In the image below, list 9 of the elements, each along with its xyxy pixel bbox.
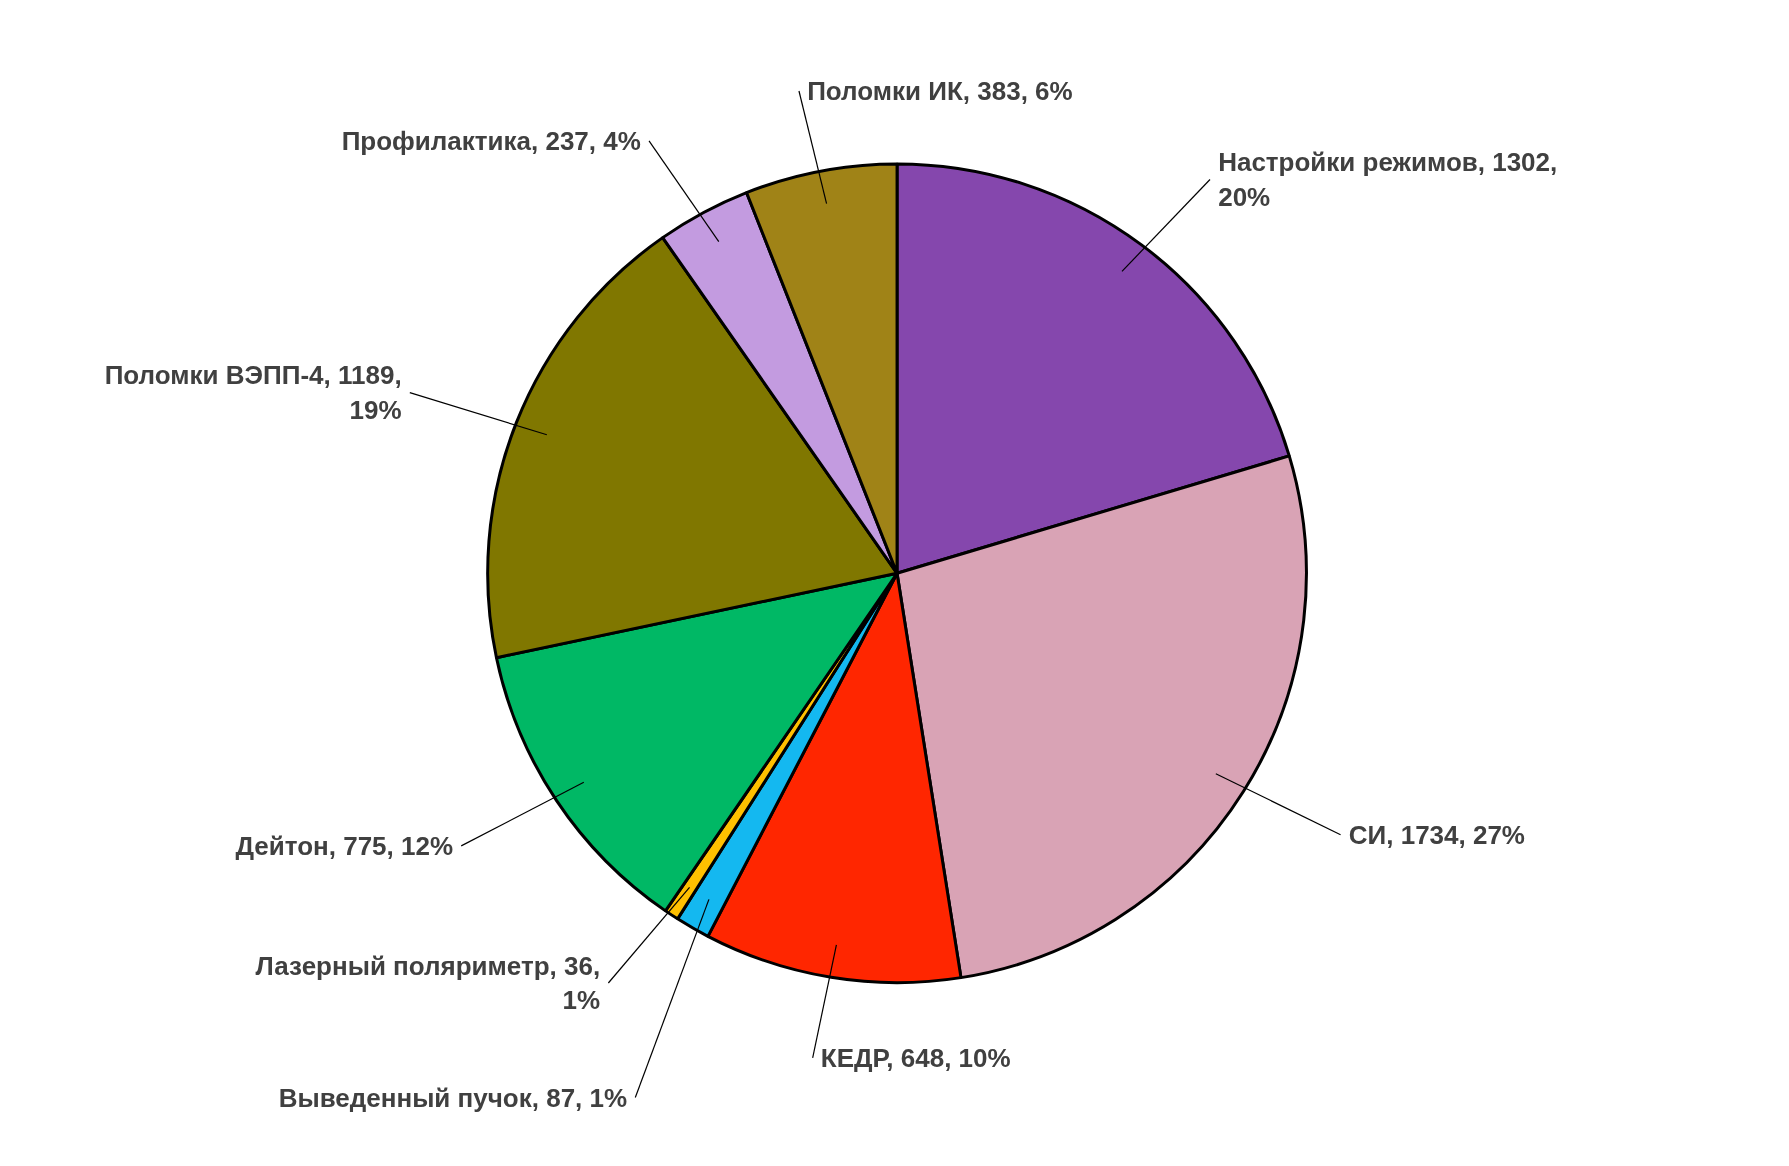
slice-label: Поломки ИК, 383, 6% xyxy=(807,76,1073,106)
slice-label: КЕДР, 648, 10% xyxy=(820,1042,1011,1073)
slice-label: Настройки режимов, 1302, 20% xyxy=(1218,147,1558,212)
slice-label: Дейтон, 775, 12% xyxy=(235,830,454,861)
slice-label: Выведенный пучок, 87, 1% xyxy=(278,1082,628,1113)
slice-label: Поломки ВЭПП-4, 1189, 19% xyxy=(104,360,402,425)
slice-label: Лазерный поляриметр, 36, 1% xyxy=(255,950,601,1016)
slice-label: Профилактика, 237, 4% xyxy=(341,125,641,156)
slice-label: СИ, 1734, 27% xyxy=(1348,819,1525,850)
